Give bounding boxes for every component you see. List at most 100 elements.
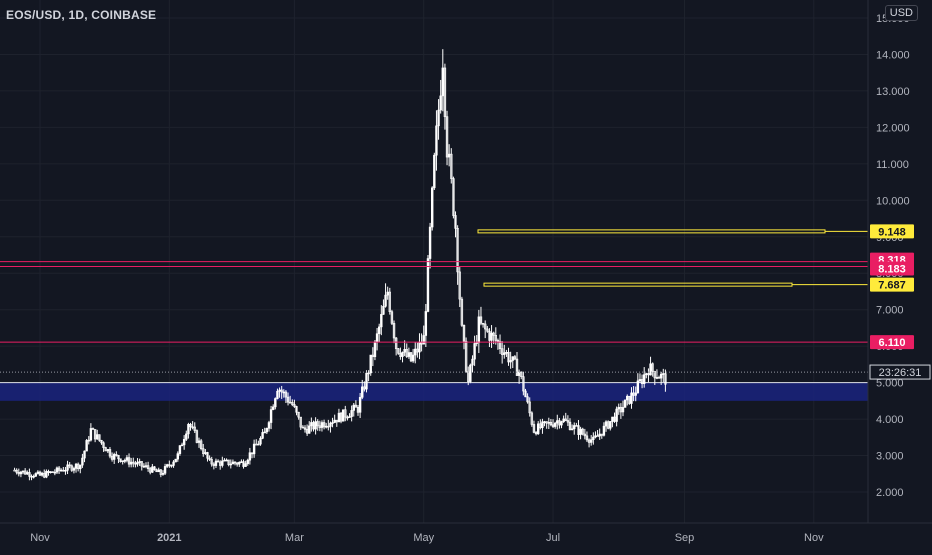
- candle-body: [132, 461, 135, 464]
- candle-body: [157, 469, 160, 473]
- candle-body: [615, 408, 618, 422]
- candle-body: [144, 465, 148, 467]
- candle-body: [210, 459, 213, 465]
- candle-body: [312, 422, 315, 430]
- candle-body: [344, 409, 347, 418]
- candle-body: [428, 226, 432, 259]
- candle-body: [437, 109, 440, 127]
- candle-body: [592, 436, 595, 440]
- candle-body: [282, 391, 285, 394]
- candle-body: [55, 467, 59, 473]
- candle-body: [64, 469, 67, 472]
- candle-body: [182, 439, 186, 446]
- candle-body: [520, 371, 523, 377]
- candle-body: [159, 469, 163, 475]
- candle-body: [532, 424, 536, 433]
- candle-body: [414, 348, 417, 356]
- level-price-label: 7.687: [878, 280, 906, 292]
- candle-body: [208, 457, 211, 460]
- x-tick-label: May: [413, 532, 434, 544]
- candle-body: [142, 465, 146, 468]
- candle-body: [28, 472, 31, 477]
- candle-body: [483, 323, 487, 330]
- candle-body: [318, 425, 322, 428]
- candle-body: [180, 444, 184, 447]
- candle-body: [110, 455, 114, 460]
- candle-body: [267, 422, 271, 429]
- candle-body: [545, 421, 548, 424]
- candle-body: [197, 440, 201, 443]
- candle-body: [288, 401, 292, 404]
- candle-body: [367, 372, 370, 375]
- candle-body: [47, 471, 50, 473]
- candle-body: [361, 386, 364, 398]
- candle-body: [581, 428, 584, 435]
- candle-body: [263, 431, 266, 434]
- candle-body: [488, 330, 491, 341]
- candle-body: [377, 326, 381, 334]
- candle-body: [297, 411, 300, 418]
- level-price-tag[interactable]: [870, 224, 914, 239]
- candle-body: [384, 294, 387, 307]
- candle-body: [83, 450, 86, 459]
- candle-body: [335, 419, 338, 423]
- candle-body: [604, 421, 608, 427]
- candle-body: [219, 461, 222, 466]
- candle-body: [327, 425, 330, 428]
- candle-body: [568, 421, 572, 430]
- candle-body: [96, 434, 99, 440]
- candle-body: [386, 291, 389, 296]
- currency-button[interactable]: USD: [884, 5, 918, 21]
- candle-body: [543, 421, 546, 423]
- candle-body: [392, 323, 396, 339]
- y-tick-label: 7.000: [876, 305, 904, 317]
- candle-body: [573, 425, 576, 430]
- candle-body: [225, 459, 228, 462]
- candle-body: [651, 363, 654, 372]
- candle-body: [526, 396, 529, 403]
- candle-body: [403, 349, 406, 353]
- level-price-label: 6.110: [879, 337, 906, 349]
- level-price-label: 9.148: [878, 226, 906, 238]
- candle-body: [329, 422, 332, 427]
- candle-body: [19, 471, 23, 475]
- candle-body: [134, 462, 137, 465]
- level-price-tag[interactable]: [870, 277, 914, 292]
- candle-body: [127, 457, 131, 465]
- level-price-tag[interactable]: [870, 261, 914, 276]
- candle-body: [153, 466, 156, 471]
- candle-body: [278, 389, 281, 392]
- candle-body: [204, 452, 207, 454]
- y-tick-label: 10.000: [876, 195, 910, 207]
- candle-body: [299, 416, 302, 428]
- level-price-tag[interactable]: [870, 335, 914, 350]
- candle-body: [199, 440, 203, 449]
- y-tick-label: 3.000: [876, 451, 904, 463]
- candle-body: [59, 469, 63, 472]
- candle-body: [255, 443, 258, 446]
- candle-body: [435, 125, 438, 156]
- candle-body: [524, 390, 527, 398]
- candle-body: [662, 373, 665, 375]
- candle-body: [443, 67, 447, 117]
- x-tick-label: 2021: [157, 532, 181, 544]
- candle-body: [602, 425, 606, 436]
- x-tick-label: Jul: [546, 532, 560, 544]
- candle-body: [659, 373, 663, 379]
- candle-body: [276, 390, 279, 399]
- candle-body: [174, 458, 177, 463]
- x-tick-label: Nov: [804, 532, 824, 544]
- candle-body: [494, 335, 497, 341]
- candle-body: [464, 340, 468, 373]
- candle-body: [316, 421, 319, 427]
- candle-body: [125, 457, 129, 461]
- candle-body: [422, 335, 425, 345]
- candle-body: [140, 461, 143, 467]
- support-zone[interactable]: [0, 382, 868, 401]
- candle-body: [195, 430, 199, 443]
- candle-body: [657, 377, 661, 379]
- candle-body: [640, 379, 644, 384]
- candle-body: [450, 153, 453, 179]
